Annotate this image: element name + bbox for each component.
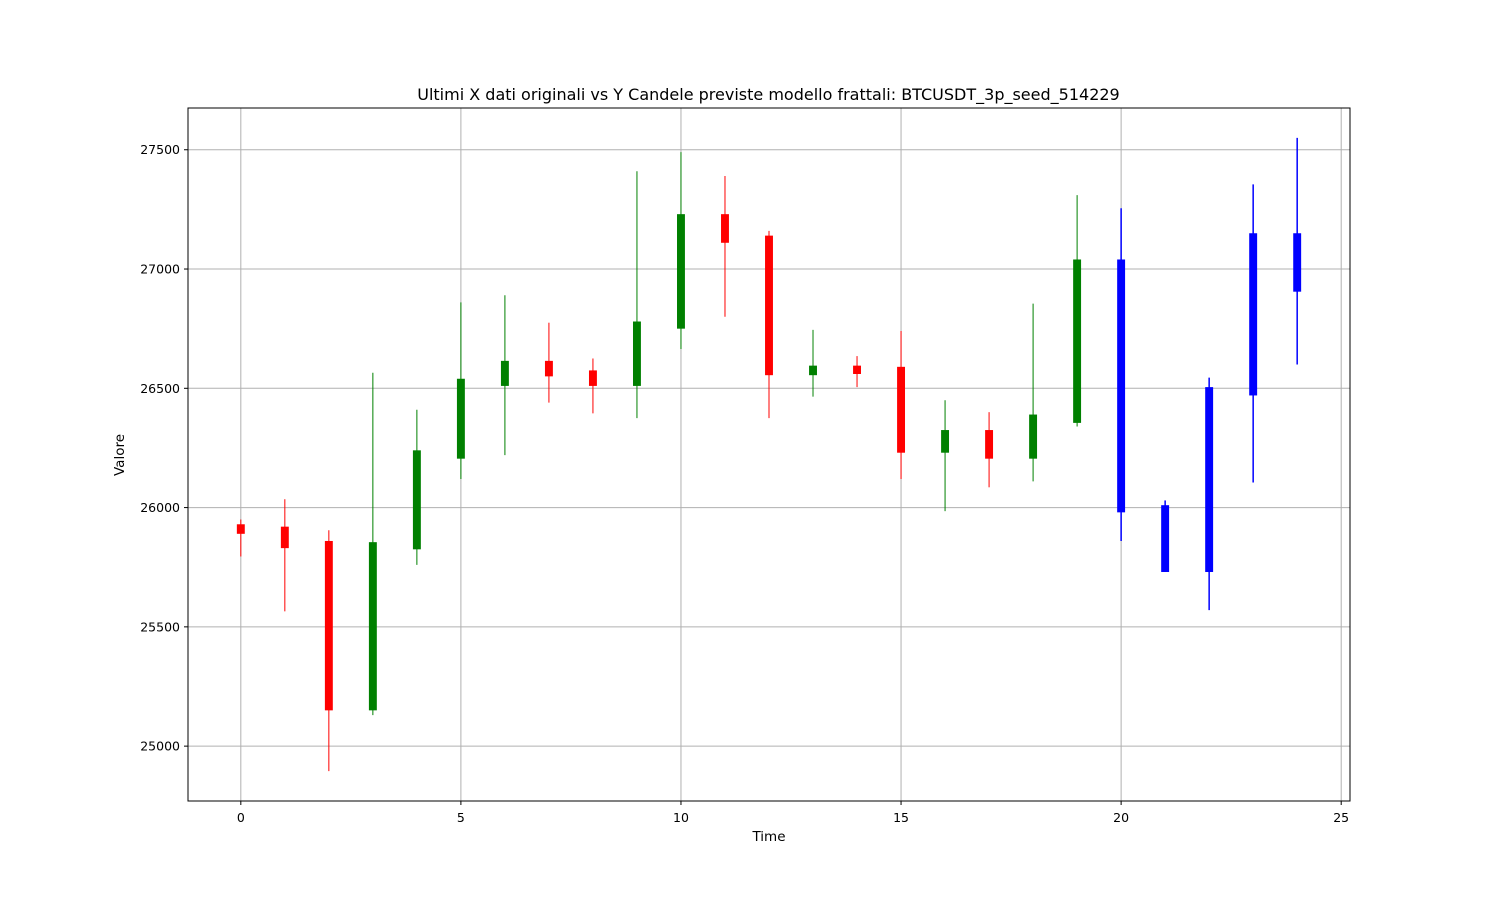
candle-24 bbox=[1293, 137, 1302, 365]
candle-8 bbox=[588, 358, 597, 414]
candle-body bbox=[853, 365, 861, 374]
candle-body bbox=[368, 542, 377, 711]
candle-5 bbox=[456, 302, 465, 479]
candle-body bbox=[456, 378, 465, 459]
candle-body bbox=[1117, 259, 1126, 513]
x-tick-label: 25 bbox=[1333, 810, 1349, 825]
candle-20 bbox=[1117, 208, 1126, 541]
candle-body bbox=[897, 366, 906, 453]
candle-15 bbox=[897, 331, 906, 479]
y-tick-label: 27500 bbox=[140, 142, 180, 157]
chart-title: Ultimi X dati originali vs Y Candele pre… bbox=[417, 85, 1119, 105]
candle-body bbox=[632, 321, 641, 386]
candle-body bbox=[324, 540, 333, 711]
y-tick-label: 27000 bbox=[140, 262, 180, 277]
candle-body bbox=[1073, 259, 1082, 423]
candles bbox=[236, 137, 1302, 772]
candle-body bbox=[1293, 233, 1302, 292]
candle-23 bbox=[1249, 184, 1258, 483]
candle-9 bbox=[632, 171, 641, 419]
y-tick-label: 26500 bbox=[140, 381, 180, 396]
plot-frame bbox=[187, 107, 1351, 802]
x-tick-label: 0 bbox=[237, 810, 245, 825]
candle-3 bbox=[368, 372, 377, 716]
candle-0 bbox=[236, 519, 245, 557]
candle-body bbox=[236, 524, 245, 534]
candle-body bbox=[765, 235, 773, 376]
candle-body bbox=[544, 360, 553, 377]
x-tick-label: 15 bbox=[893, 810, 909, 825]
y-axis-label: Valore bbox=[112, 434, 128, 476]
candle-18 bbox=[1029, 303, 1038, 482]
candle-body bbox=[280, 526, 289, 549]
candle-14 bbox=[853, 356, 861, 388]
candle-17 bbox=[985, 412, 994, 488]
candle-13 bbox=[809, 329, 817, 397]
candle-2 bbox=[324, 530, 333, 772]
candle-10 bbox=[677, 152, 685, 349]
candle-body bbox=[1249, 233, 1258, 396]
x-tick-label: 20 bbox=[1113, 810, 1129, 825]
x-tick-label: 5 bbox=[457, 810, 465, 825]
candle-12 bbox=[765, 230, 773, 419]
candle-11 bbox=[721, 175, 729, 317]
candle-1 bbox=[280, 499, 289, 612]
candle-body bbox=[1029, 414, 1038, 459]
candle-body bbox=[412, 450, 421, 550]
candle-6 bbox=[500, 295, 509, 456]
candle-4 bbox=[412, 409, 421, 565]
x-axis-ticks: 0 5 10 15 20 25 bbox=[237, 801, 1349, 825]
x-axis-label: Time bbox=[751, 829, 785, 845]
candle-body bbox=[941, 430, 950, 453]
x-tick-label: 10 bbox=[673, 810, 689, 825]
candle-body bbox=[500, 360, 509, 386]
candle-body bbox=[721, 214, 729, 243]
candle-7 bbox=[544, 322, 553, 403]
candle-body bbox=[1161, 505, 1170, 572]
candle-22 bbox=[1205, 377, 1214, 611]
y-tick-label: 25000 bbox=[140, 739, 180, 754]
candle-16 bbox=[941, 400, 950, 512]
candle-body bbox=[677, 214, 685, 329]
candle-19 bbox=[1073, 195, 1082, 427]
y-axis-ticks: 25000 25500 26000 26500 27000 27500 bbox=[140, 142, 188, 754]
y-tick-label: 25500 bbox=[140, 619, 180, 634]
candle-body bbox=[809, 365, 817, 376]
y-tick-label: 26000 bbox=[140, 500, 180, 515]
candle-body bbox=[1205, 387, 1214, 572]
candle-body bbox=[985, 430, 994, 459]
candle-21 bbox=[1161, 500, 1170, 572]
candle-body bbox=[588, 370, 597, 386]
